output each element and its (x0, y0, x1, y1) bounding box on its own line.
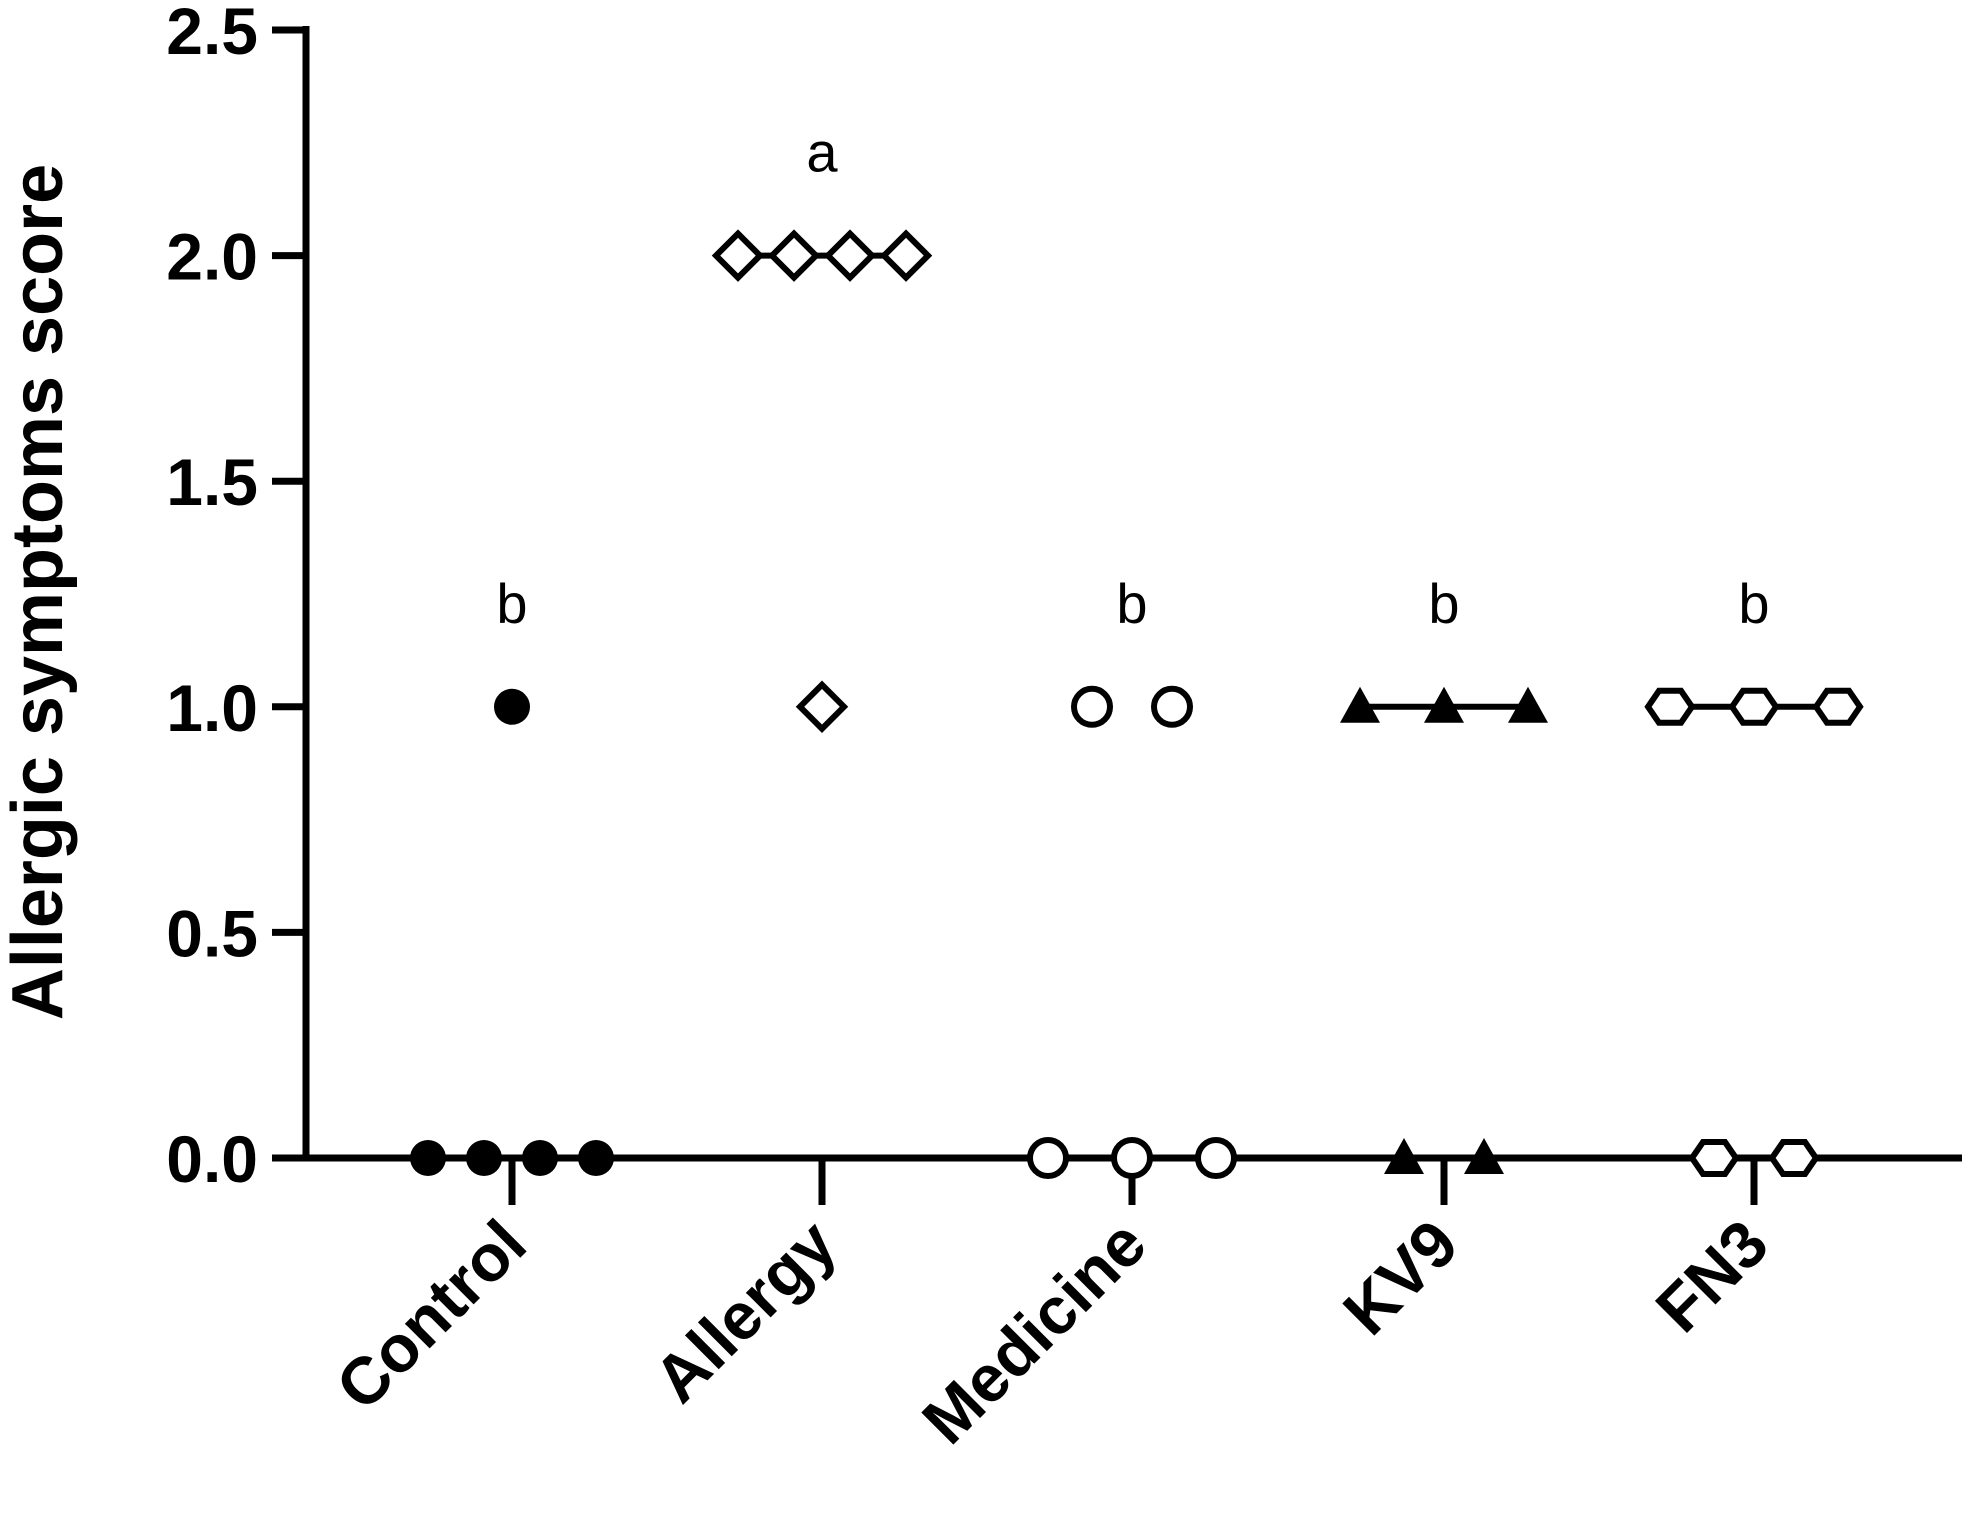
significance-label-2: b (1116, 572, 1147, 635)
y-tick-label-4: 2.0 (166, 220, 258, 294)
point-kv9-1 (1464, 1138, 1504, 1174)
x-tick-label-4: FN3 (1641, 1206, 1781, 1346)
data-points (410, 229, 1864, 1179)
point-medicine-3 (1071, 685, 1113, 728)
y-ticks: 0.0 0.5 1.0 1.5 2.0 2.5 (166, 0, 306, 1196)
y-tick-label-2: 1.0 (166, 671, 258, 745)
significance-label-1: a (806, 121, 838, 184)
point-kv9-2 (1340, 686, 1380, 723)
point-control-4 (494, 688, 530, 725)
median-lines (730, 252, 1846, 710)
y-axis-title: Allergic symptoms score (0, 164, 78, 1020)
x-tick-label-1: Allergy (639, 1205, 850, 1416)
point-fn3-0 (1688, 1139, 1740, 1177)
x-tick-label-0: Control (322, 1206, 540, 1424)
point-control-1 (466, 1140, 502, 1176)
point-medicine-0 (1027, 1137, 1069, 1179)
y-tick-label-3: 1.5 (166, 445, 258, 519)
y-tick-label-5: 2.5 (166, 0, 258, 68)
point-allergy-1 (711, 229, 765, 282)
point-fn3-1 (1768, 1139, 1820, 1177)
significance-label-4: b (1738, 572, 1769, 635)
point-allergy-0 (795, 680, 849, 734)
point-control-3 (578, 1140, 614, 1176)
point-fn3-3 (1728, 687, 1780, 726)
x-tick-label-2: Medicine (908, 1206, 1160, 1458)
point-control-2 (522, 1140, 558, 1176)
y-tick-label-0: 0.0 (166, 1122, 258, 1196)
x-ticks: Control Allergy Medicine KV9 FN3 (322, 1158, 1782, 1458)
point-kv9-4 (1508, 686, 1548, 723)
point-fn3-4 (1812, 687, 1864, 726)
point-allergy-3 (823, 229, 877, 282)
significance-labels: b a b b b (496, 121, 1769, 635)
point-medicine-1 (1111, 1137, 1153, 1179)
y-tick-label-1: 0.5 (166, 896, 258, 970)
point-fn3-2 (1644, 687, 1696, 726)
point-control-0 (410, 1140, 446, 1176)
significance-label-0: b (496, 572, 527, 635)
point-allergy-4 (879, 229, 933, 282)
point-kv9-0 (1384, 1138, 1424, 1174)
point-medicine-4 (1151, 685, 1193, 728)
point-medicine-2 (1195, 1137, 1237, 1179)
point-kv9-3 (1424, 686, 1464, 723)
point-allergy-2 (767, 229, 821, 282)
x-tick-label-3: KV9 (1329, 1206, 1472, 1349)
significance-label-3: b (1428, 572, 1459, 635)
